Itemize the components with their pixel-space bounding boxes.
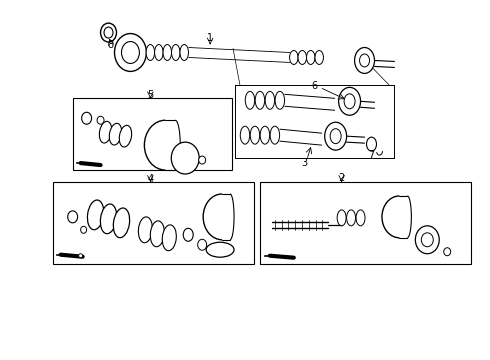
Ellipse shape [138, 217, 152, 243]
Ellipse shape [180, 45, 189, 60]
Ellipse shape [163, 45, 172, 60]
Ellipse shape [444, 248, 451, 256]
Ellipse shape [307, 50, 315, 64]
Ellipse shape [355, 48, 374, 73]
Ellipse shape [337, 210, 346, 226]
Ellipse shape [255, 91, 265, 109]
Text: 1: 1 [207, 32, 213, 42]
Ellipse shape [344, 94, 355, 109]
Ellipse shape [82, 112, 92, 124]
Ellipse shape [99, 121, 112, 143]
Ellipse shape [356, 210, 365, 226]
Ellipse shape [155, 45, 163, 60]
Ellipse shape [78, 254, 83, 258]
Ellipse shape [325, 122, 346, 150]
Ellipse shape [172, 45, 180, 60]
Ellipse shape [115, 33, 147, 71]
Ellipse shape [265, 91, 274, 109]
Ellipse shape [150, 221, 164, 247]
Ellipse shape [245, 91, 255, 109]
Text: 3: 3 [302, 158, 308, 168]
Ellipse shape [339, 87, 361, 115]
Text: 4: 4 [147, 174, 153, 184]
Ellipse shape [270, 126, 280, 144]
Ellipse shape [421, 233, 433, 247]
Ellipse shape [206, 242, 234, 257]
Text: 6: 6 [312, 81, 318, 91]
Ellipse shape [113, 208, 130, 238]
Ellipse shape [275, 91, 285, 109]
Ellipse shape [109, 123, 122, 145]
Ellipse shape [100, 23, 117, 42]
Ellipse shape [197, 239, 207, 250]
Ellipse shape [315, 50, 323, 64]
Text: 8: 8 [107, 40, 114, 50]
Ellipse shape [360, 54, 369, 67]
Ellipse shape [172, 142, 199, 174]
Bar [73, 98, 232, 170]
Ellipse shape [122, 41, 140, 63]
Text: 2: 2 [339, 173, 345, 183]
Ellipse shape [240, 126, 250, 144]
Ellipse shape [146, 45, 155, 60]
Ellipse shape [183, 228, 193, 241]
Ellipse shape [298, 50, 307, 64]
Bar [260, 182, 471, 264]
Ellipse shape [330, 129, 341, 144]
Ellipse shape [198, 156, 206, 164]
Ellipse shape [346, 210, 356, 226]
Text: 5: 5 [147, 90, 153, 100]
Ellipse shape [260, 126, 270, 144]
Ellipse shape [162, 225, 176, 251]
Ellipse shape [416, 226, 439, 254]
Bar [53, 182, 254, 264]
Ellipse shape [87, 200, 104, 230]
Ellipse shape [97, 116, 104, 124]
Ellipse shape [250, 126, 260, 144]
Ellipse shape [119, 125, 132, 147]
Ellipse shape [81, 226, 87, 233]
Ellipse shape [68, 211, 77, 223]
Ellipse shape [100, 204, 117, 234]
Ellipse shape [367, 137, 376, 151]
Ellipse shape [290, 50, 298, 64]
Ellipse shape [104, 27, 113, 38]
Text: 7: 7 [368, 150, 375, 160]
